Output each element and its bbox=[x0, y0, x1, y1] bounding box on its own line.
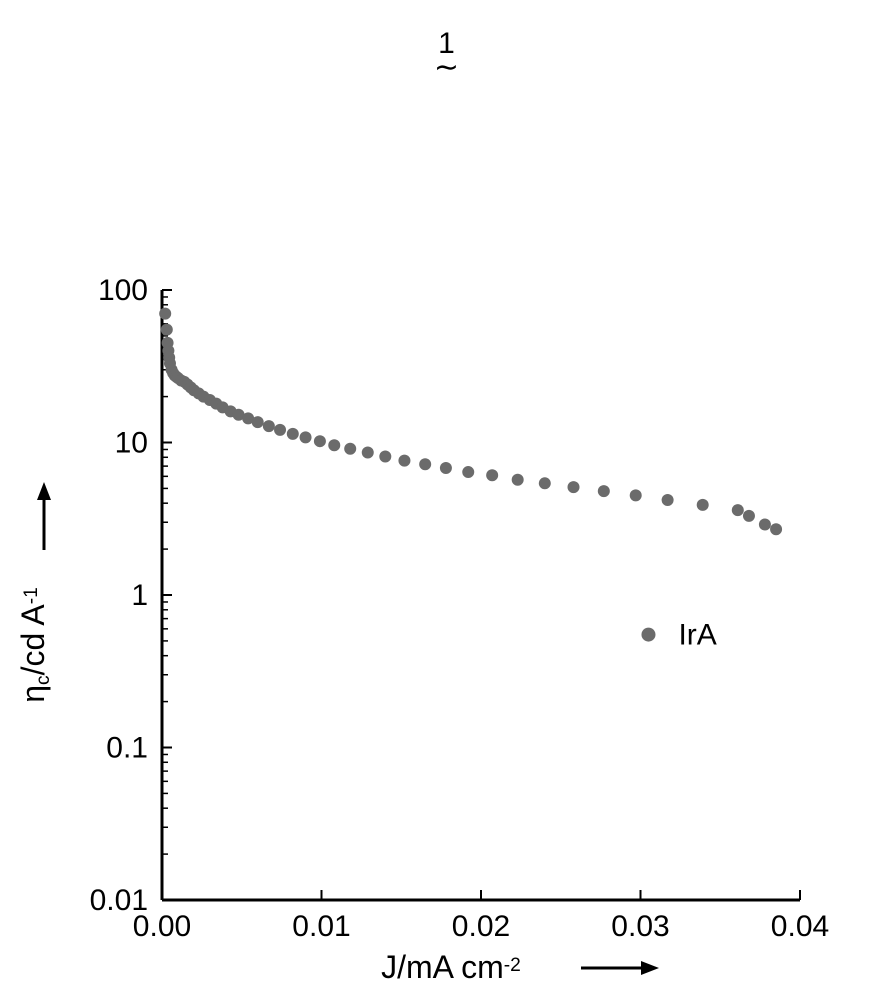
data-point bbox=[252, 416, 264, 428]
data-point bbox=[379, 450, 391, 462]
data-point bbox=[161, 324, 173, 336]
data-point bbox=[440, 462, 452, 474]
data-point bbox=[743, 510, 755, 522]
y-tick-label: 100 bbox=[98, 274, 148, 307]
data-point bbox=[697, 499, 709, 511]
data-point bbox=[287, 428, 299, 440]
data-point bbox=[759, 518, 771, 530]
data-point bbox=[398, 455, 410, 467]
data-point bbox=[732, 504, 744, 516]
data-point bbox=[568, 481, 580, 493]
data-point bbox=[263, 420, 275, 432]
data-point bbox=[344, 443, 356, 455]
data-point bbox=[486, 469, 498, 481]
data-point bbox=[770, 523, 782, 535]
data-point bbox=[662, 494, 674, 506]
x-tick-label: 0.04 bbox=[771, 910, 829, 943]
data-point bbox=[328, 439, 340, 451]
x-axis-arrow bbox=[641, 961, 659, 975]
data-point bbox=[539, 477, 551, 489]
y-tick-label: 1 bbox=[131, 579, 148, 612]
data-point bbox=[159, 308, 171, 320]
data-point bbox=[314, 435, 326, 447]
data-point bbox=[419, 458, 431, 470]
legend-marker bbox=[641, 628, 655, 642]
y-tick-label: 10 bbox=[115, 427, 148, 460]
data-point bbox=[462, 466, 474, 478]
x-axis-label: J/mA cm-2 bbox=[381, 949, 521, 985]
x-tick-label: 0.03 bbox=[611, 910, 669, 943]
y-axis-label: ηc/cd A-1 bbox=[15, 587, 54, 703]
y-tick-label: 0.1 bbox=[106, 732, 148, 765]
x-tick-label: 0.00 bbox=[133, 910, 191, 943]
legend-label: IrA bbox=[678, 619, 716, 652]
data-point bbox=[598, 485, 610, 497]
y-axis-arrow bbox=[37, 482, 51, 500]
data-point bbox=[362, 446, 374, 458]
data-point bbox=[512, 474, 524, 486]
data-point bbox=[630, 489, 642, 501]
series-IrA bbox=[159, 308, 782, 536]
data-point bbox=[300, 431, 312, 443]
chart: 0.010.11101000.000.010.020.030.04J/mA cm… bbox=[0, 0, 893, 1000]
data-point bbox=[274, 424, 286, 436]
x-tick-label: 0.01 bbox=[292, 910, 350, 943]
x-tick-label: 0.02 bbox=[452, 910, 510, 943]
